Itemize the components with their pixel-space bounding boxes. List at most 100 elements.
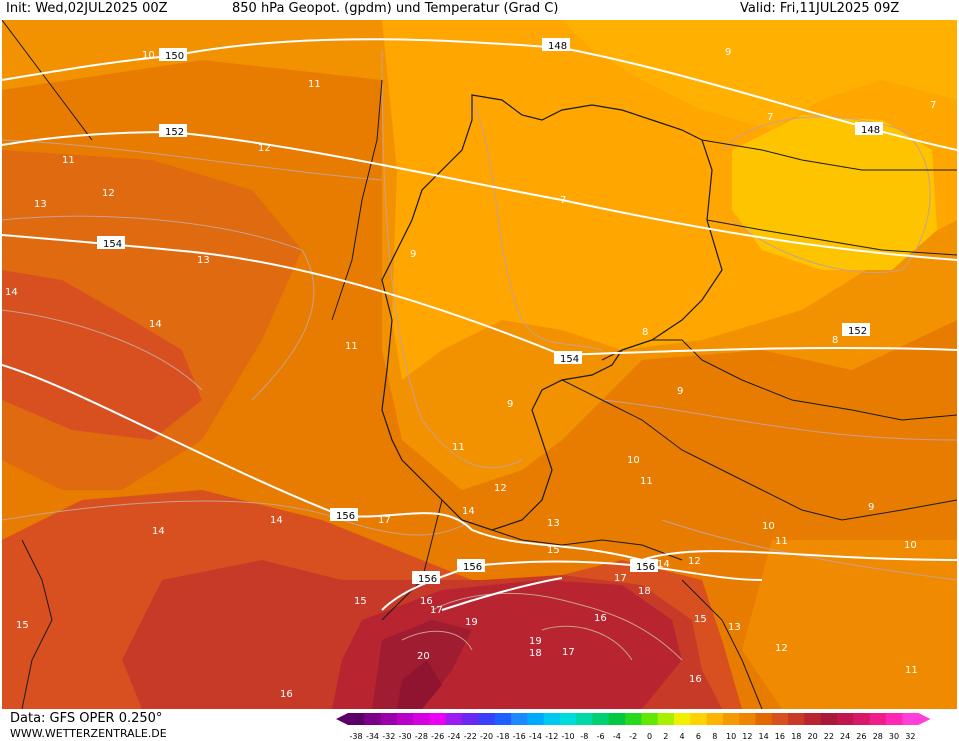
temp-label-12-se: 12 [688, 556, 701, 567]
temp-label-16-south: 16 [280, 689, 293, 700]
germany-border [381, 94, 723, 531]
temp-label-20-italy: 20 [417, 651, 430, 662]
legend-tick-label: 30 [889, 732, 899, 741]
geopot-label-156-southeast: 156 [636, 562, 655, 573]
legend-tick-label: 8 [712, 732, 717, 741]
legend-swatch [413, 713, 430, 725]
geopot-label-148: 148 [548, 41, 567, 52]
temp-label-18-east: 18 [638, 586, 651, 597]
country-borders [2, 20, 957, 709]
temp-label-7-ne: 7 [930, 100, 936, 111]
geopot-label-156: 156 [336, 511, 355, 522]
temp-label-17-italy: 17 [562, 647, 575, 658]
legend-swatch [837, 713, 854, 725]
website-label: WWW.WETTERZENTRALE.DE [10, 727, 167, 740]
legend-swatch [853, 713, 871, 725]
temp-label-15-alps: 15 [547, 545, 560, 556]
legend-tick-label: 28 [873, 732, 883, 741]
legend-swatch [625, 713, 642, 725]
legend-tick-label: 10 [726, 732, 736, 741]
geopot-label-152-east: 152 [848, 326, 867, 337]
legend-swatch [788, 713, 805, 725]
legend-tick-label: -30 [399, 732, 412, 741]
temp-label-14-west: 14 [5, 287, 18, 298]
legend-tick-label: -18 [496, 732, 509, 741]
temp-label-16-alps: 16 [420, 596, 433, 607]
temp-label-14-south: 14 [270, 515, 283, 526]
legend-tick-label: 26 [856, 732, 866, 741]
chart-title: 850 hPa Geopot. (gpdm) und Temperatur (G… [232, 1, 559, 16]
legend-swatch [348, 713, 365, 725]
legend-swatch [690, 713, 708, 725]
temp-label-12-far-se: 12 [775, 643, 788, 654]
temp-label-13-west: 13 [34, 199, 47, 210]
temp-field-10-12-southeast [742, 540, 957, 709]
temp-label-11-far-se: 11 [905, 665, 918, 676]
temp-label-9-west: 9 [410, 249, 416, 260]
temp-label-11-east: 11 [775, 536, 788, 547]
temp-label-13-south: 13 [547, 518, 560, 529]
legend-arrow-left [336, 713, 348, 725]
valid-time: Valid: Fri,11JUL2025 09Z [740, 1, 900, 16]
legend-tick-label: -16 [513, 732, 526, 741]
temp-label-18-italy: 18 [529, 648, 542, 659]
geopot-label-154-east: 154 [560, 354, 579, 365]
legend-swatch [592, 713, 610, 725]
geopot-label-156-south: 156 [463, 562, 482, 573]
geopot-label-152: 152 [165, 127, 184, 138]
legend-tick-label: 6 [696, 732, 701, 741]
legend-tick-label: -26 [431, 732, 444, 741]
temp-label-9-south: 9 [507, 399, 513, 410]
legend-tick-label: 22 [824, 732, 834, 741]
legend-swatch [657, 713, 675, 725]
temp-label-8-east: 8 [832, 335, 838, 346]
temp-label-14-alps: 14 [462, 506, 475, 517]
temp-field-22-24 [397, 660, 442, 709]
legend-swatch [674, 713, 691, 725]
temp-label-14-sw: 14 [152, 526, 165, 537]
temp-field-8-10 [382, 20, 957, 380]
temp-label-15-se: 15 [694, 614, 707, 625]
temp-label-10-center: 10 [627, 455, 640, 466]
temp-label-14-east-alps: 14 [657, 559, 670, 570]
temp-label-14-center: 14 [149, 319, 162, 330]
temperature-color-legend: -38 -34 -32 -30 -28 -26 -24 -22 -20 -18 -16 -14 -12-… [336, 713, 931, 741]
legend-swatch [543, 713, 561, 725]
temp-label-8-center: 8 [642, 327, 648, 338]
legend-swatch [559, 713, 577, 725]
legend-tick-label: 4 [680, 732, 685, 741]
legend-swatch [364, 713, 382, 725]
legend-swatch [885, 713, 903, 725]
temp-label-9-east: 9 [868, 502, 874, 513]
temp-field-6-8 [732, 115, 937, 270]
legend-swatch [722, 713, 740, 725]
temp-label-12-north: 12 [258, 143, 271, 154]
temp-label-19-alps: 19 [465, 617, 478, 628]
temp-label-16-se: 16 [689, 674, 702, 685]
legend-swatch [641, 713, 659, 725]
legend-swatch [478, 713, 496, 725]
temp-label-12-west: 12 [102, 188, 115, 199]
legend-tick-label: -8 [580, 732, 588, 741]
legend-tick-label: -14 [529, 732, 542, 741]
temp-label-7-east: 7 [767, 112, 773, 123]
legend-swatch [462, 713, 479, 725]
temp-label-17-east-alps: 17 [614, 573, 627, 584]
legend-tick-label: -12 [545, 732, 558, 741]
legend-tick-label: 12 [742, 732, 752, 741]
legend-tick-label: 24 [840, 732, 850, 741]
legend-swatch [608, 713, 626, 725]
map-area: 150 148 152 154 154 156 148 152 156 156 [2, 20, 957, 709]
data-source-label: Data: GFS OPER 0.250° [10, 711, 163, 726]
geopot-label-150: 150 [165, 51, 184, 62]
legend-swatch [494, 713, 512, 725]
temp-label-10-nw: 10 [142, 50, 155, 61]
isotherm-lines [2, 49, 957, 661]
temp-label-10-far-east: 10 [904, 540, 917, 551]
temp-label-17-south: 17 [378, 515, 391, 526]
temperature-label-group: 9 7 7 7 8 8 9 9 9 9 10 10 10 10 11 11 11… [5, 47, 936, 700]
footer-bar: Data: GFS OPER 0.250° WWW.WETTERZENTRALE… [0, 709, 959, 741]
legend-tick-label: 14 [759, 732, 769, 741]
legend-swatch [380, 713, 398, 725]
